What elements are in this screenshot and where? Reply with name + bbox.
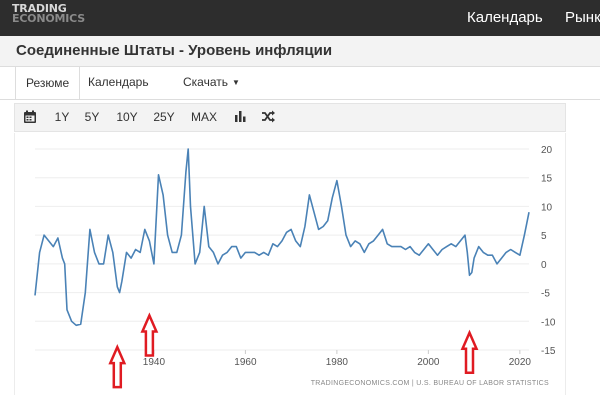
x-tick-label: 1960	[234, 357, 257, 368]
y-tick-label: 0	[541, 260, 547, 271]
x-tick-label: 2020	[509, 357, 532, 368]
logo-line-1: TRADING	[12, 2, 67, 15]
range-25y-button[interactable]: 25Y	[153, 110, 175, 124]
logo-line-2: ECONOMICS	[12, 12, 85, 25]
tradingeconomics-logo[interactable]: TRADING ECONOMICS	[12, 2, 85, 25]
nav-markets-link[interactable]: Рынк	[565, 9, 600, 26]
inflation-chart-svg: 20 15 10 5 0 -5 -10 -15 1940 1960 1980 2000 2020 TRAD…	[34, 145, 556, 387]
tab-download[interactable]: Скачать ▼	[173, 66, 250, 100]
y-tick-label: -10	[541, 317, 556, 328]
x-tick-label: 1980	[326, 357, 349, 368]
y-tick-label: 15	[541, 174, 553, 185]
inflation-series-line	[34, 148, 530, 327]
tab-summary[interactable]: Резюме	[15, 66, 81, 100]
range-10y-button[interactable]: 10Y	[116, 110, 138, 124]
inflation-chart: 20 15 10 5 0 -5 -10 -15 1940 1960 1980 2000 2020 TRAD…	[14, 133, 566, 395]
y-tick-label: -5	[541, 289, 550, 300]
shuffle-icon[interactable]	[261, 110, 276, 128]
y-tick-label: -15	[541, 346, 556, 357]
caret-down-icon: ▼	[232, 78, 240, 87]
calendar-icon[interactable]	[23, 110, 37, 129]
range-max-button[interactable]: MAX	[190, 110, 217, 124]
tabs-row: Резюме Календарь Скачать ▼	[0, 66, 600, 100]
tab-calendar[interactable]: Календарь	[88, 75, 149, 89]
title-bar: Соединенные Штаты - Уровень инфляции	[0, 36, 600, 67]
y-tick-label: 20	[541, 145, 553, 156]
nav-calendar-link[interactable]: Календарь	[467, 9, 543, 26]
chart-source-caption: TRADINGECONOMICS.COM | U.S. BUREAU OF LA…	[311, 380, 549, 387]
tabs-divider	[0, 99, 600, 100]
tab-download-label: Скачать	[183, 75, 228, 89]
y-tick-label: 10	[541, 202, 553, 213]
bar-chart-icon[interactable]	[234, 110, 247, 128]
range-1y-button[interactable]: 1Y	[54, 110, 70, 124]
chart-toolbar: 1Y 5Y 10Y 25Y MAX	[14, 103, 566, 132]
x-tick-label: 2000	[417, 357, 440, 368]
x-tick-label: 1940	[143, 357, 166, 368]
y-tick-label: 5	[541, 231, 547, 242]
top-navigation-bar: TRADING ECONOMICS Календарь Рынк	[0, 0, 600, 36]
page-title: Соединенные Штаты - Уровень инфляции	[16, 42, 333, 59]
range-5y-button[interactable]: 5Y	[84, 110, 100, 124]
